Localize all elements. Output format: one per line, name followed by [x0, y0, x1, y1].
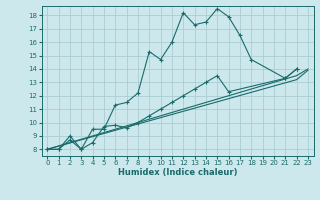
X-axis label: Humidex (Indice chaleur): Humidex (Indice chaleur)	[118, 168, 237, 177]
